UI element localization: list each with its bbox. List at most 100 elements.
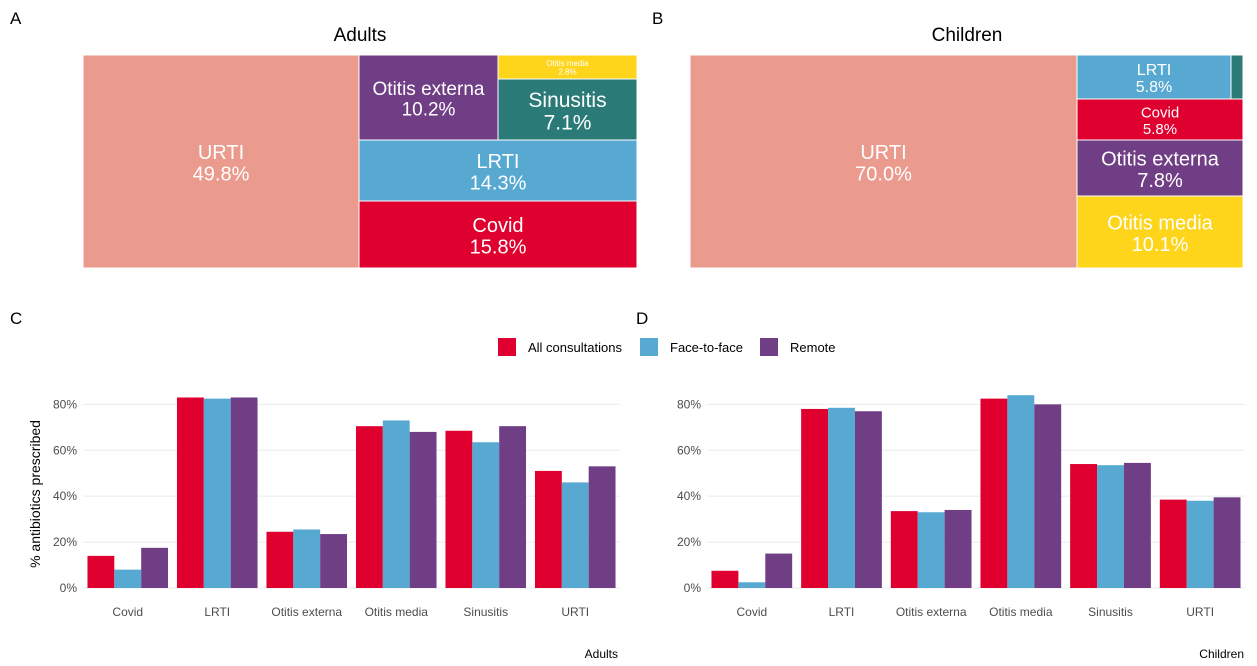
adults-bar-otitis-media-face-to-face — [382, 420, 410, 588]
treemap-value-otitis-media: 2.8% — [558, 68, 576, 77]
children-bar-sinusitis-remote — [1123, 462, 1151, 588]
adults-bar-sinusitis-all-consultations — [445, 430, 473, 588]
children-x-tick-label: URTI — [1186, 605, 1214, 619]
treemap-cell-otitis-externa — [358, 54, 499, 141]
children-bar-otitis-media-face-to-face — [1007, 395, 1035, 588]
treemap-value-sinusitis: 7.1% — [544, 111, 592, 134]
treemap-value-urti: 49.8% — [193, 164, 250, 186]
adults-y-tick-label: 60% — [53, 443, 77, 457]
adults-bar-covid-remote — [141, 547, 169, 588]
panel-letter-d: D — [636, 309, 648, 328]
treemap-title-adults: Adults — [334, 25, 387, 46]
adults-bar-covid-all-consultations — [87, 555, 115, 588]
adults-bar-otitis-externa-remote — [320, 534, 348, 588]
treemap-cell-covid — [358, 200, 638, 269]
children-bar-sinusitis-all-consultations — [1070, 464, 1098, 588]
adults-bar-otitis-externa-face-to-face — [293, 529, 321, 588]
treemap-value-lrti: 5.8% — [1136, 79, 1172, 96]
children-bar-urti-remote — [1213, 497, 1241, 588]
treemap-label-covid: Covid — [472, 215, 523, 237]
legend-label-face-to-face: Face-to-face — [670, 340, 743, 355]
treemap-value-covid: 15.8% — [470, 237, 527, 259]
children-bar-otitis-media-remote — [1034, 404, 1062, 588]
adults-y-tick-label: 40% — [53, 489, 77, 503]
legend-label-all-consultations: All consultations — [528, 340, 622, 355]
adults-bar-urti-remote — [588, 466, 616, 588]
children-bar-covid-face-to-face — [738, 582, 766, 588]
caption-children: Children — [1199, 647, 1244, 661]
adults-x-tick-label: Sinusitis — [463, 605, 508, 619]
children-bar-covid-all-consultations — [711, 570, 739, 588]
treemap-value-lrti: 14.3% — [470, 173, 527, 195]
treemap-cell-otitis-media — [1076, 195, 1244, 269]
panel-letter-b: B — [652, 9, 663, 28]
panel-letter-a: A — [10, 9, 22, 28]
caption-adults: Adults — [585, 647, 618, 661]
adults-bar-sinusitis-face-to-face — [472, 442, 500, 588]
children-bar-otitis-media-all-consultations — [980, 398, 1008, 588]
bar-chart-adults: 0% 20% 40% 60% 80% Covid LRTI Otitis externa Oti… — [53, 397, 620, 619]
legend-swatch-face-to-face — [640, 338, 658, 356]
adults-x-tick-label: Otitis externa — [271, 605, 342, 619]
adults-y-tick-label: 80% — [53, 397, 77, 411]
children-x-tick-label: Otitis externa — [896, 605, 967, 619]
children-bar-otitis-externa-face-to-face — [917, 512, 945, 588]
adults-x-tick-label: Covid — [112, 605, 143, 619]
adults-bar-otitis-media-all-consultations — [355, 426, 383, 588]
treemap-value-covid: 5.8% — [1143, 121, 1177, 138]
children-bar-lrti-all-consultations — [801, 408, 829, 588]
children-bar-otitis-externa-all-consultations — [890, 511, 918, 588]
treemap-label-urti: URTI — [860, 142, 906, 164]
children-bar-sinusitis-face-to-face — [1097, 465, 1124, 588]
children-y-tick-label: 0% — [684, 581, 702, 595]
adults-bar-urti-all-consultations — [534, 470, 562, 588]
treemap-cell-sinusitis — [1230, 54, 1244, 100]
children-x-tick-label: LRTI — [829, 605, 855, 619]
adults-bar-sinusitis-remote — [499, 426, 527, 588]
legend: All consultations Face-to-face Remote — [498, 338, 836, 356]
treemap-value-urti: 70.0% — [855, 164, 912, 186]
adults-bar-covid-face-to-face — [114, 569, 142, 588]
treemap-value-otitis-externa: 7.8% — [1137, 170, 1183, 192]
children-y-tick-label: 80% — [677, 397, 701, 411]
panel-letter-c: C — [10, 309, 22, 328]
treemap-label-sinusitis: Sinusitis — [528, 89, 606, 112]
children-bar-covid-remote — [765, 553, 793, 588]
children-x-tick-label: Covid — [736, 605, 767, 619]
children-bar-urti-all-consultations — [1159, 499, 1187, 588]
treemap-label-covid: Covid — [1141, 105, 1179, 122]
treemap-label-otitis-media: Otitis media — [546, 59, 589, 68]
adults-bar-lrti-all-consultations — [176, 397, 204, 588]
treemap-cell-covid — [1076, 98, 1244, 141]
treemap-label-otitis-externa: Otitis externa — [1101, 149, 1220, 171]
treemap-label-otitis-media: Otitis media — [1107, 213, 1213, 235]
children-x-tick-label: Sinusitis — [1088, 605, 1133, 619]
adults-y-tick-label: 20% — [53, 535, 77, 549]
legend-swatch-remote — [760, 338, 778, 356]
adults-bar-urti-face-to-face — [561, 482, 589, 588]
children-y-tick-label: 20% — [677, 535, 701, 549]
legend-swatch-all-consultations — [498, 338, 516, 356]
treemap-cell-urti — [82, 54, 360, 269]
adults-x-tick-label: URTI — [561, 605, 589, 619]
adults-y-tick-label: 0% — [60, 581, 78, 595]
children-bar-otitis-externa-remote — [944, 509, 972, 588]
children-y-tick-label: 40% — [677, 489, 701, 503]
children-y-tick-label: 60% — [677, 443, 701, 457]
treemap-title-children: Children — [932, 25, 1003, 46]
legend-label-remote: Remote — [790, 340, 836, 355]
treemap-cell-otitis-externa — [1076, 139, 1244, 197]
treemap-label-otitis-externa: Otitis externa — [373, 79, 485, 100]
treemap-cell-lrti — [1076, 54, 1232, 100]
y-axis-title: % antibiotics prescribed — [27, 420, 43, 568]
treemap-value-otitis-externa: 10.2% — [402, 100, 456, 121]
adults-bar-otitis-media-remote — [409, 431, 437, 588]
bar-chart-children: 0% 20% 40% 60% 80% Covid LRTI Otitis externa Oti… — [677, 395, 1245, 619]
treemap-cell-urti — [689, 54, 1078, 269]
adults-x-tick-label: Otitis media — [365, 605, 429, 619]
children-bar-lrti-remote — [854, 411, 882, 588]
treemap-label-urti: URTI — [198, 142, 244, 164]
